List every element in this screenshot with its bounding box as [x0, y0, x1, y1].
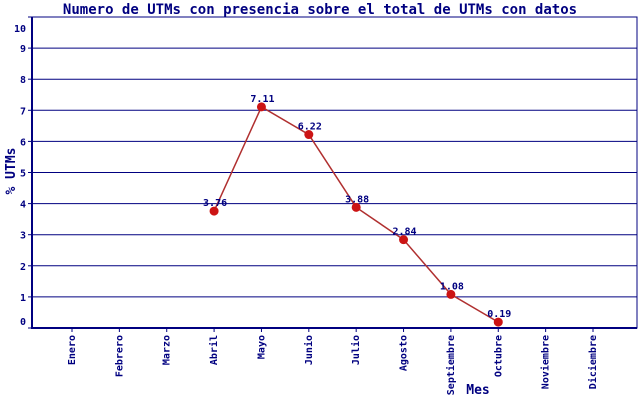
point-value-label: 0.19: [487, 309, 511, 320]
point-value-label: 3.76: [203, 198, 227, 209]
y-tick-label: 6: [20, 137, 26, 148]
y-tick-label: 1: [20, 293, 26, 304]
data-point: [351, 202, 361, 212]
point-value-label: 3.88: [345, 194, 369, 205]
y-tick-label: 2: [20, 262, 26, 273]
y-tick-label: 5: [20, 169, 26, 180]
y-tick-label: 10: [14, 24, 26, 35]
point-value-label: 1.08: [440, 281, 464, 292]
month-tick-label: Febrero: [114, 335, 125, 377]
month-tick-label: Junio: [303, 335, 315, 365]
month-tick-label: Mayo: [256, 335, 267, 359]
y-tick-label: 3: [20, 231, 26, 242]
month-tick-label: Abril: [208, 335, 220, 365]
y-tick-label: 9: [20, 44, 26, 55]
month-tick-label: Agosto: [399, 335, 410, 371]
x-axis-title: Mes: [466, 383, 489, 398]
y-tick-label: 4: [20, 200, 26, 211]
y-tick-label: 7: [20, 106, 26, 117]
data-point: [446, 289, 456, 299]
month-tick-label: Octubre: [493, 335, 504, 377]
data-point: [209, 206, 219, 216]
data-point: [493, 317, 503, 327]
data-point: [256, 102, 266, 112]
y-tick-label: 0: [20, 317, 26, 328]
y-axis-title: % UTMs: [4, 148, 19, 195]
chart-title: Numero de UTMs con presencia sobre el to…: [62, 2, 578, 18]
data-point: [304, 130, 314, 140]
point-value-label: 6.22: [298, 122, 322, 133]
month-tick-label: Julio: [350, 335, 362, 365]
month-tick-label: Marzo: [162, 335, 173, 365]
data-point: [399, 235, 409, 245]
point-value-label: 2.84: [392, 227, 416, 238]
month-tick-label: Septiembre: [445, 335, 457, 395]
month-tick-label: Diciembre: [587, 335, 599, 389]
month-tick-label: Noviembre: [540, 335, 552, 389]
point-value-label: 7.11: [250, 94, 274, 105]
y-tick-label: 8: [20, 75, 26, 86]
month-tick-label: Enero: [67, 335, 78, 365]
